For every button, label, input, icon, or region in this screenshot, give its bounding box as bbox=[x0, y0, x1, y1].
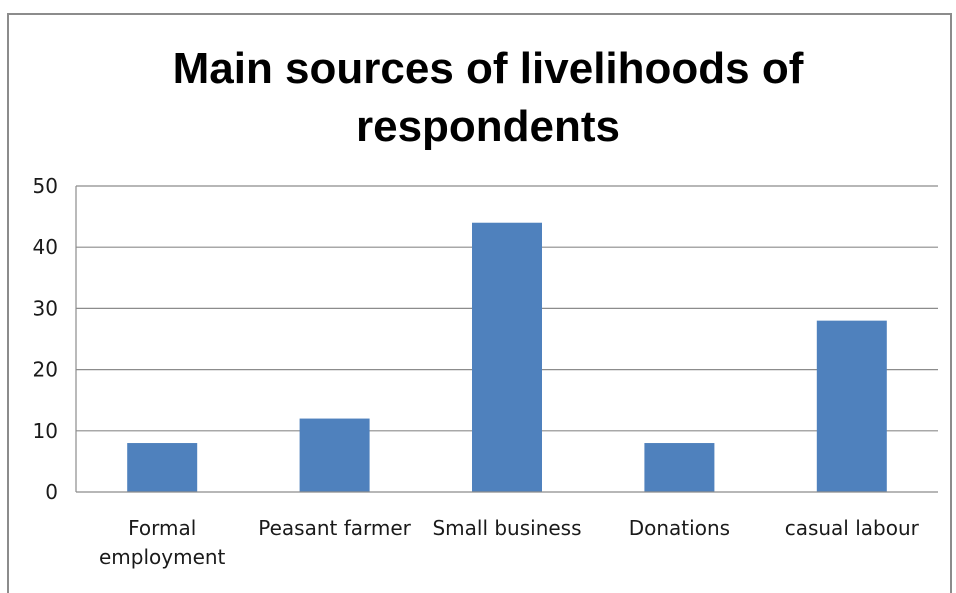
bar-1 bbox=[127, 443, 198, 492]
x-category-label-line: Small business bbox=[432, 516, 581, 540]
bars bbox=[127, 222, 887, 492]
x-category-label-line: casual labour bbox=[785, 516, 920, 540]
bar-4 bbox=[644, 443, 715, 492]
bar-2 bbox=[299, 418, 370, 492]
y-axis-tick-labels: 0 10 20 30 40 50 bbox=[33, 174, 58, 504]
x-category-label: Formal employment bbox=[99, 516, 226, 569]
x-axis-category-labels: Formal employment Peasant farmer Small busi… bbox=[99, 516, 920, 569]
x-category-label: Peasant farmer bbox=[258, 516, 411, 540]
x-category-label-line: employment bbox=[99, 545, 226, 569]
x-category-label-line: Peasant farmer bbox=[258, 516, 411, 540]
y-tick-label: 50 bbox=[33, 174, 58, 198]
bar-3 bbox=[472, 222, 542, 492]
x-category-label: casual labour bbox=[785, 516, 920, 540]
axes bbox=[75, 186, 938, 493]
y-tick-label: 30 bbox=[33, 296, 58, 320]
x-category-label: Small business bbox=[432, 516, 581, 540]
y-tick-label: 10 bbox=[33, 419, 58, 443]
x-category-label-line: Donations bbox=[629, 516, 730, 540]
chart-title-line-2: respondents bbox=[356, 102, 620, 151]
x-category-label: Donations bbox=[629, 516, 730, 540]
x-category-label-line: Formal bbox=[128, 516, 196, 540]
y-tick-label: 40 bbox=[33, 235, 58, 259]
bar-5 bbox=[816, 320, 887, 492]
y-tick-label: 0 bbox=[45, 480, 58, 504]
chart-title: Main sources of livelihoods of responden… bbox=[173, 44, 804, 151]
y-tick-label: 20 bbox=[33, 358, 58, 382]
chart-title-line-1: Main sources of livelihoods of bbox=[173, 44, 804, 93]
